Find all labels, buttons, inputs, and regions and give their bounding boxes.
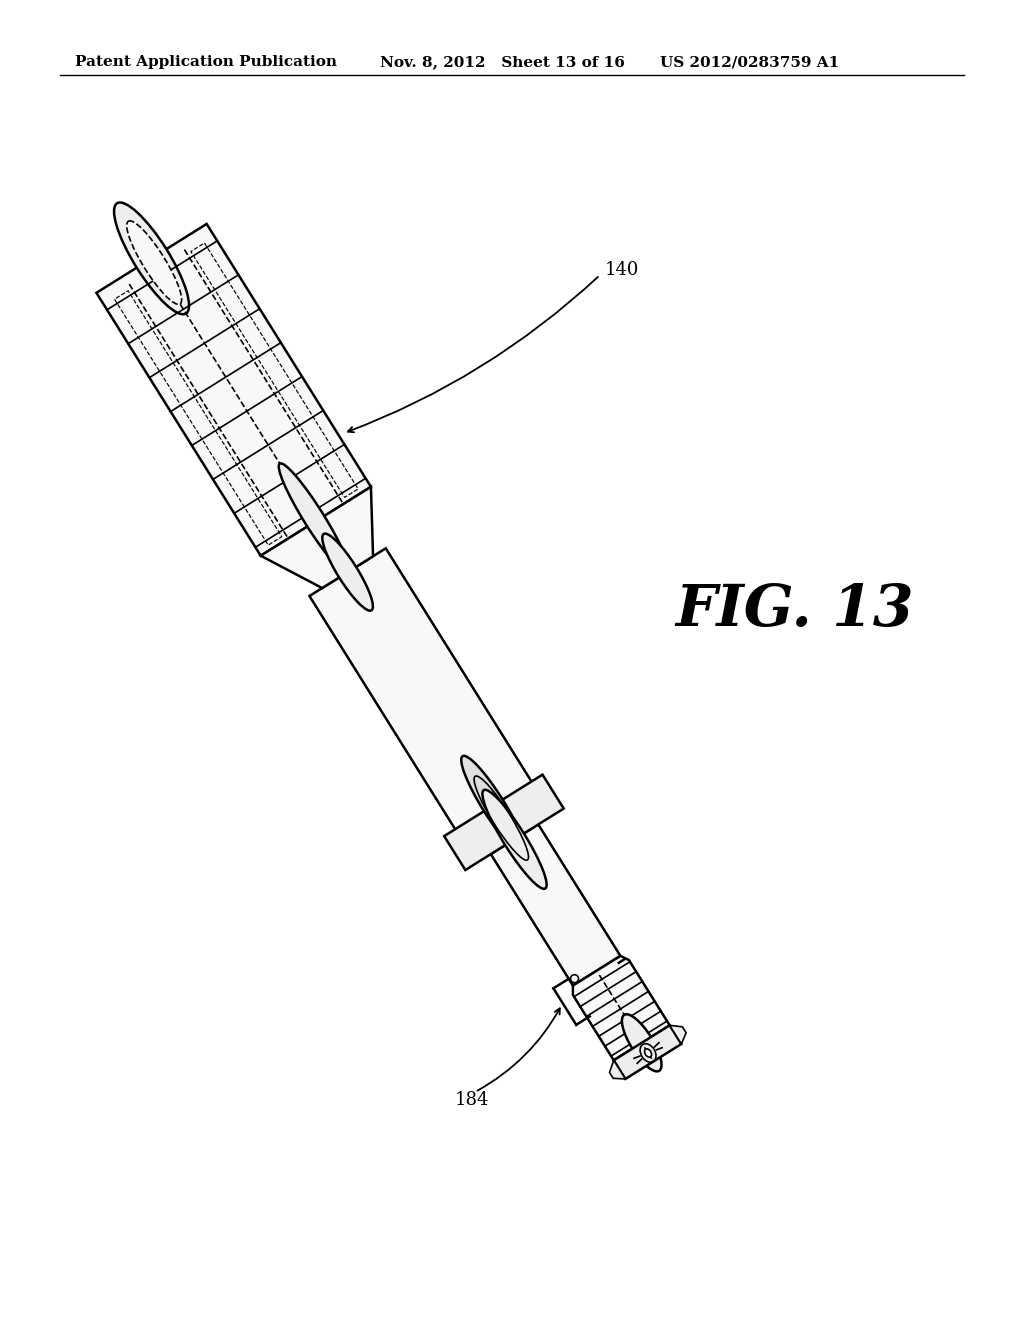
Text: Patent Application Publication: Patent Application Publication: [75, 55, 337, 69]
Polygon shape: [309, 548, 535, 833]
Polygon shape: [613, 1026, 681, 1078]
Ellipse shape: [114, 202, 189, 314]
Polygon shape: [444, 775, 564, 870]
Polygon shape: [96, 224, 371, 556]
Ellipse shape: [471, 771, 521, 849]
Ellipse shape: [279, 463, 349, 574]
Text: Nov. 8, 2012   Sheet 13 of 16: Nov. 8, 2012 Sheet 13 of 16: [380, 55, 625, 69]
Polygon shape: [670, 1026, 686, 1044]
Text: 140: 140: [605, 261, 639, 279]
Ellipse shape: [323, 533, 373, 611]
Ellipse shape: [482, 789, 547, 888]
Ellipse shape: [127, 220, 181, 305]
Text: FIG. 13: FIG. 13: [675, 582, 913, 639]
Polygon shape: [490, 825, 621, 986]
Polygon shape: [261, 487, 373, 587]
Ellipse shape: [461, 756, 525, 855]
Ellipse shape: [644, 1049, 651, 1057]
Ellipse shape: [622, 1014, 662, 1072]
Polygon shape: [609, 1060, 626, 1078]
Text: US 2012/0283759 A1: US 2012/0283759 A1: [660, 55, 840, 69]
Text: 184: 184: [455, 1092, 489, 1109]
Polygon shape: [572, 956, 670, 1060]
Ellipse shape: [330, 546, 366, 598]
